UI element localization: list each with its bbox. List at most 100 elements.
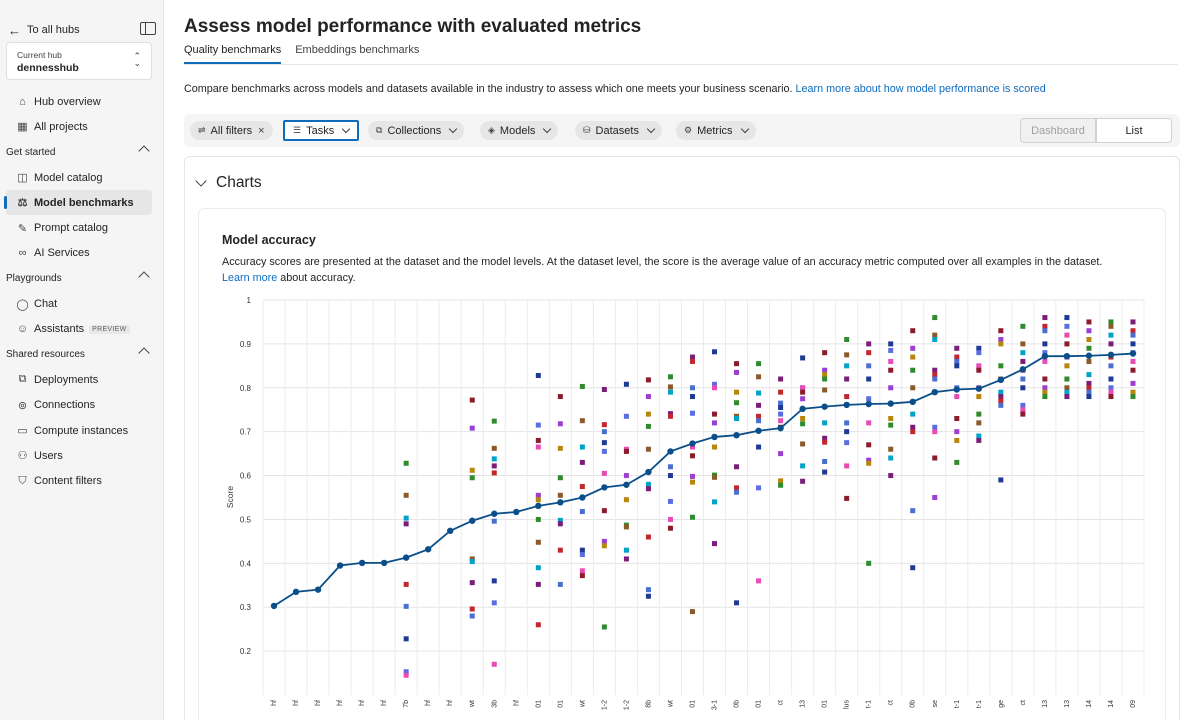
sidebar-item-deployments[interactable]: ⧉ Deployments <box>0 367 164 392</box>
scatter-point <box>1020 385 1026 391</box>
scatter-point <box>1108 319 1114 325</box>
tasks-filter[interactable]: ☰ Tasks <box>283 120 360 141</box>
metrics-filter[interactable]: ⚙ Metrics <box>676 121 756 140</box>
section-get-started[interactable]: Get started <box>0 140 164 165</box>
scatter-point <box>866 442 872 448</box>
scatter-point <box>557 517 563 523</box>
collections-filter[interactable]: ⧉ Collections <box>368 121 465 140</box>
sidebar-item-compute-instances[interactable]: ▭ Compute instances <box>0 418 164 443</box>
scatter-point <box>1108 341 1114 347</box>
scatter-point <box>1042 323 1048 329</box>
y-tick-label: 0.2 <box>240 647 252 656</box>
scatter-point <box>844 337 850 342</box>
learn-more-scoring-link[interactable]: Learn more about how model performance i… <box>795 83 1046 95</box>
x-tick-label: hf <box>359 700 366 706</box>
scatter-point <box>866 396 872 402</box>
back-to-hubs-link[interactable]: ← To all hubs <box>8 20 156 40</box>
users-icon: ⚇ <box>17 450 28 463</box>
scatter-point <box>712 349 718 355</box>
sidebar-item-model-catalog[interactable]: ◫ Model catalog <box>0 165 164 190</box>
scatter-point <box>712 499 718 505</box>
scatter-point <box>1086 358 1092 364</box>
scatter-point <box>976 394 982 400</box>
link-icon: ∞ <box>18 247 27 260</box>
scatter-point <box>491 418 497 424</box>
scatter-point <box>623 413 629 419</box>
sidebar-item-ai-services[interactable]: ∞ AI Services <box>0 241 164 266</box>
sidebar-item-label: Users <box>34 449 63 462</box>
scatter-point <box>1020 358 1026 364</box>
left-sidebar: ← To all hubs Current hub dennesshub ⌃ ⌄ … <box>0 0 164 720</box>
scatter-point <box>844 420 850 426</box>
scatter-point <box>976 367 982 373</box>
x-tick-label: t-1 <box>866 700 873 708</box>
tab-quality-benchmarks[interactable]: Quality benchmarks <box>184 44 282 64</box>
scatter-point <box>734 369 740 375</box>
x-tick-label: hf <box>293 700 300 706</box>
tab-embeddings-benchmarks[interactable]: Embeddings benchmarks <box>295 44 420 56</box>
scatter-point <box>1020 411 1026 417</box>
scatter-point <box>1064 385 1070 391</box>
scatter-point <box>689 473 695 479</box>
chevron-up-icon <box>138 144 150 157</box>
x-tick-label: ct <box>778 700 785 706</box>
scatter-point <box>601 387 607 393</box>
sidebar-item-chat[interactable]: ◯ Chat <box>0 291 164 316</box>
scatter-point <box>1130 367 1136 373</box>
scatter-point <box>888 341 894 347</box>
sidebar-item-label: All projects <box>34 120 88 133</box>
line-point <box>667 448 674 455</box>
x-tick-label: ct <box>1020 700 1027 706</box>
tasks-label: Tasks <box>306 124 335 137</box>
charts-toggle[interactable]: Charts <box>195 174 262 192</box>
learn-more-accuracy-link[interactable]: Learn more <box>222 272 278 284</box>
scatter-point <box>822 350 828 356</box>
x-tick-label: 13 <box>1064 700 1071 708</box>
dashboard-view-button[interactable]: Dashboard <box>1020 118 1096 143</box>
scatter-point <box>998 402 1004 408</box>
sidebar-item-label: Connections <box>34 399 96 412</box>
sidebar-item-all-projects[interactable]: ▦ All projects <box>0 114 164 139</box>
sidebar-item-prompt-catalog[interactable]: ✎ Prompt catalog <box>0 215 164 240</box>
models-filter[interactable]: ◈ Models <box>480 121 559 140</box>
scatter-point <box>667 525 673 531</box>
sidebar-item-content-filters[interactable]: ⛉ Content filters <box>0 468 164 493</box>
y-tick-label: 0.8 <box>240 384 252 393</box>
x-tick-label: t-1 <box>976 700 983 708</box>
datasets-filter[interactable]: ⛁ Datasets <box>575 121 662 140</box>
sidebar-item-model-benchmarks[interactable]: ⚖ Model benchmarks <box>4 190 152 216</box>
section-playgrounds[interactable]: Playgrounds <box>0 266 164 291</box>
scatter-point <box>822 469 828 475</box>
x-tick-label: 7b <box>403 700 410 708</box>
x-tick-label: wt <box>469 700 476 708</box>
dismiss-icon[interactable]: × <box>258 124 265 137</box>
sidebar-item-connections[interactable]: ⊚ Connections <box>0 393 164 418</box>
y-tick-label: 1 <box>247 296 252 305</box>
x-tick-label: 0b <box>734 700 741 708</box>
sidebar-item-hub-overview[interactable]: ⌂ Hub overview <box>0 89 164 114</box>
scatter-point <box>579 444 585 450</box>
collapse-panel-icon[interactable] <box>140 22 156 35</box>
scatter-point <box>1086 385 1092 391</box>
all-filters-chip[interactable]: ⇌ All filters × <box>190 121 273 140</box>
scatter-point <box>910 429 916 435</box>
x-tick-label: 01 <box>689 700 696 708</box>
scatter-point <box>1108 363 1114 369</box>
scatter-point <box>535 622 541 628</box>
sidebar-item-users[interactable]: ⚇ Users <box>0 443 164 468</box>
scatter-point <box>645 593 651 599</box>
scatter-point <box>491 456 497 462</box>
x-tick-label: 1-2 <box>601 700 608 710</box>
list-view-button[interactable]: List <box>1096 118 1172 143</box>
sidebar-item-label: Model catalog <box>34 171 103 184</box>
scatter-point <box>712 474 718 480</box>
sidebar-item-label: Deployments <box>34 373 99 386</box>
section-shared-resources[interactable]: Shared resources <box>0 342 164 367</box>
sidebar-item-assistants[interactable]: ☺ Assistants PREVIEW <box>0 317 164 342</box>
scatter-point <box>1020 407 1026 413</box>
hub-selector[interactable]: Current hub dennesshub ⌃ ⌄ <box>6 42 152 80</box>
scatter-point <box>403 515 409 521</box>
metrics-label: Metrics <box>697 124 733 137</box>
scatter-point <box>712 385 718 391</box>
scatter-point <box>756 578 762 584</box>
